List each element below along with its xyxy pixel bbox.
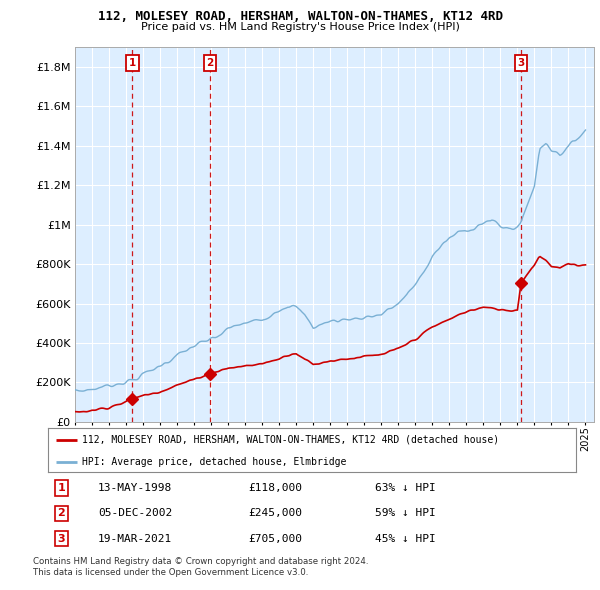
Text: 2: 2 bbox=[206, 58, 214, 68]
Text: 63% ↓ HPI: 63% ↓ HPI bbox=[376, 483, 436, 493]
Text: 3: 3 bbox=[58, 533, 65, 543]
Text: 1: 1 bbox=[58, 483, 65, 493]
Text: 2: 2 bbox=[58, 509, 65, 518]
Text: Contains HM Land Registry data © Crown copyright and database right 2024.: Contains HM Land Registry data © Crown c… bbox=[33, 557, 368, 566]
Text: 59% ↓ HPI: 59% ↓ HPI bbox=[376, 509, 436, 518]
Text: Price paid vs. HM Land Registry's House Price Index (HPI): Price paid vs. HM Land Registry's House … bbox=[140, 22, 460, 32]
Text: 1: 1 bbox=[129, 58, 136, 68]
Text: 112, MOLESEY ROAD, HERSHAM, WALTON-ON-THAMES, KT12 4RD (detached house): 112, MOLESEY ROAD, HERSHAM, WALTON-ON-TH… bbox=[82, 435, 499, 445]
Text: £245,000: £245,000 bbox=[248, 509, 302, 518]
Text: HPI: Average price, detached house, Elmbridge: HPI: Average price, detached house, Elmb… bbox=[82, 457, 347, 467]
Text: 45% ↓ HPI: 45% ↓ HPI bbox=[376, 533, 436, 543]
Text: 3: 3 bbox=[517, 58, 524, 68]
Text: £118,000: £118,000 bbox=[248, 483, 302, 493]
Text: 112, MOLESEY ROAD, HERSHAM, WALTON-ON-THAMES, KT12 4RD: 112, MOLESEY ROAD, HERSHAM, WALTON-ON-TH… bbox=[97, 10, 503, 23]
Text: This data is licensed under the Open Government Licence v3.0.: This data is licensed under the Open Gov… bbox=[33, 568, 308, 576]
Text: £705,000: £705,000 bbox=[248, 533, 302, 543]
Text: 05-DEC-2002: 05-DEC-2002 bbox=[98, 509, 172, 518]
Text: 13-MAY-1998: 13-MAY-1998 bbox=[98, 483, 172, 493]
Text: 19-MAR-2021: 19-MAR-2021 bbox=[98, 533, 172, 543]
